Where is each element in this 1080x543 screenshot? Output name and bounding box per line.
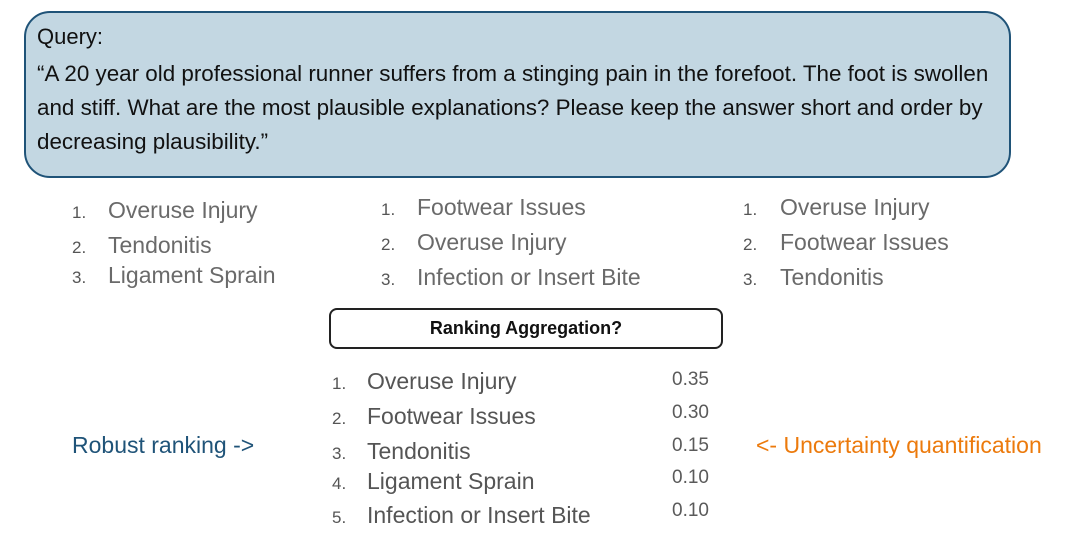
ranking-aggregation-box: Ranking Aggregation? <box>329 308 723 349</box>
list-item-number: 4. <box>332 474 347 493</box>
list-item: 1. Overuse Injury <box>332 368 517 395</box>
list-item-number: 1. <box>381 200 396 219</box>
query-text: “A 20 year old professional runner suffe… <box>37 61 989 154</box>
list-item-number: 1. <box>72 203 87 222</box>
list-item-number: 2. <box>72 238 87 257</box>
list-item-label: Footwear Issues <box>417 194 586 220</box>
list-item-label: Tendonitis <box>108 232 212 258</box>
query-label: Query: <box>37 24 104 49</box>
list-item-number: 5. <box>332 508 347 527</box>
score-value: 0.10 <box>672 500 709 521</box>
list-item-label: Infection or Insert Bite <box>417 264 641 290</box>
list-item-number: 1. <box>332 374 347 393</box>
list-item-label: Ligament Sprain <box>108 262 276 288</box>
list-item: 1. Footwear Issues <box>381 194 586 221</box>
list-item-label: Infection or Insert Bite <box>367 502 591 528</box>
list-item-label: Overuse Injury <box>108 197 258 223</box>
list-item-label: Overuse Injury <box>367 368 517 394</box>
list-item-label: Footwear Issues <box>780 229 949 255</box>
list-item-number: 3. <box>332 444 347 463</box>
score-value: 0.15 <box>672 435 709 456</box>
list-item-label: Ligament Sprain <box>367 468 535 494</box>
list-item-label: Overuse Injury <box>417 229 567 255</box>
list-item: 3. Ligament Sprain <box>72 262 276 289</box>
list-item: 2. Tendonitis <box>72 232 212 259</box>
list-item: 4. Ligament Sprain <box>332 468 535 495</box>
list-item-number: 3. <box>381 270 396 289</box>
list-item-number: 3. <box>743 270 758 289</box>
score-value: 0.35 <box>672 369 709 390</box>
robust-ranking-annotation: Robust ranking -> <box>72 432 255 458</box>
list-item: 3. Infection or Insert Bite <box>381 264 641 291</box>
list-item: 3. Tendonitis <box>332 438 471 465</box>
list-item-label: Footwear Issues <box>367 403 536 429</box>
uncertainty-quantification-annotation: <- Uncertainty quantification <box>756 432 1042 458</box>
list-item: 3. Tendonitis <box>743 264 884 291</box>
list-item: 1. Overuse Injury <box>72 197 258 224</box>
list-item-number: 2. <box>743 235 758 254</box>
list-item-number: 2. <box>381 235 396 254</box>
list-item: 5. Infection or Insert Bite <box>332 502 591 529</box>
list-item: 2. Overuse Injury <box>381 229 567 256</box>
list-item-label: Tendonitis <box>367 438 471 464</box>
list-item-label: Tendonitis <box>780 264 884 290</box>
score-value: 0.10 <box>672 467 709 488</box>
list-item-number: 3. <box>72 268 87 287</box>
list-item: 2. Footwear Issues <box>332 403 536 430</box>
query-box <box>24 11 1011 178</box>
list-item-number: 1. <box>743 200 758 219</box>
score-value: 0.30 <box>672 402 709 423</box>
list-item-number: 2. <box>332 409 347 428</box>
list-item: 2. Footwear Issues <box>743 229 949 256</box>
list-item-label: Overuse Injury <box>780 194 930 220</box>
list-item: 1. Overuse Injury <box>743 194 930 221</box>
